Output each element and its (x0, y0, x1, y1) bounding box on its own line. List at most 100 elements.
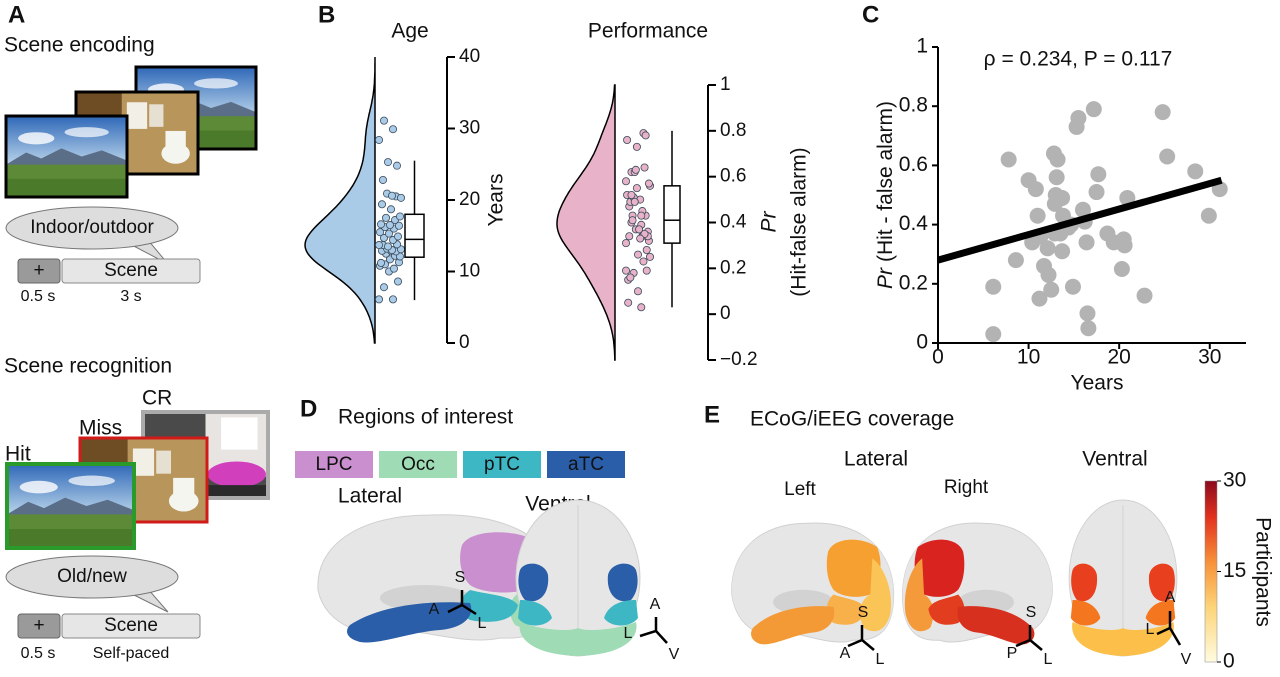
orientation-label: A (429, 601, 440, 618)
data-point (985, 278, 1002, 295)
data-point (1070, 110, 1087, 127)
y-tick-label: 1 (916, 35, 928, 58)
annotation: ρ = 0.234, P = 0.117 (984, 48, 1173, 71)
data-point (1187, 163, 1204, 180)
orientation-label: S (858, 604, 869, 621)
data-point (376, 258, 385, 267)
data-point (1000, 151, 1017, 168)
data-point (636, 234, 645, 243)
y-tick-label: −0.2 (720, 349, 758, 370)
orientation-label: L (478, 615, 487, 632)
data-point (374, 295, 383, 304)
data-point (385, 221, 394, 230)
section-title: Scene encoding (4, 34, 155, 57)
data-point (1113, 261, 1130, 277)
bubble-join (129, 239, 149, 246)
legend-label: Occ (401, 454, 435, 475)
data-point (1154, 104, 1171, 121)
data-point (622, 177, 631, 186)
data-point (379, 283, 388, 292)
data-point (1078, 234, 1095, 251)
data-point (622, 266, 631, 275)
orientation-label: V (1181, 651, 1192, 668)
data-point (1085, 101, 1102, 118)
data-point (396, 193, 405, 202)
data-point (392, 161, 401, 170)
orientation-label: L (1044, 651, 1053, 668)
y-tick-label: 0.6 (720, 166, 746, 187)
data-point (388, 295, 397, 304)
duration: Self-paced (93, 645, 170, 662)
axis-label-part: Pr (874, 267, 897, 289)
data-point (1039, 240, 1056, 257)
y-tick-label: 0.2 (720, 257, 746, 278)
density (304, 57, 376, 344)
orientation-label: L (876, 651, 885, 668)
data-point (626, 273, 635, 282)
data-point (375, 228, 384, 237)
orientation-glyph (847, 625, 875, 651)
orientation-label: S (455, 569, 466, 586)
view-label: Lateral (844, 448, 908, 471)
data-point (985, 326, 1002, 343)
data-point (1040, 266, 1057, 283)
data-point (389, 264, 398, 273)
timeline-scene (61, 258, 201, 284)
box (663, 185, 681, 244)
speech-bubble (5, 555, 179, 599)
data-point (1054, 189, 1071, 206)
timeline-fixation (17, 258, 61, 284)
data-point (1116, 237, 1133, 254)
legend: LPC Occ pTC aTC (295, 451, 625, 478)
data-point (1090, 166, 1107, 183)
data-point (644, 179, 653, 188)
data-point (642, 245, 651, 254)
data-point (379, 233, 388, 242)
colorbar-tick-label: 15 (1223, 559, 1246, 582)
legend-label: pTC (484, 454, 520, 475)
y-tick-label: 0.6 (899, 153, 928, 176)
orientation-label: A (840, 645, 851, 662)
data-point (631, 165, 640, 174)
data-point (1031, 290, 1048, 307)
data-point (635, 225, 644, 234)
orientation-label: V (669, 646, 680, 663)
x-tick-label: 30 (1198, 346, 1221, 369)
y-tick-label: 20 (459, 189, 480, 210)
data-point (1007, 252, 1024, 269)
timeline-label: + (33, 260, 44, 281)
y-tick-label: 10 (459, 261, 480, 282)
timeline-fixation (17, 613, 61, 639)
y-tick-label: 30 (459, 118, 480, 139)
y-tick-label: 0.8 (720, 120, 746, 141)
section-title: Regions of interest (338, 406, 513, 429)
colorbar-tick-label: 30 (1223, 469, 1246, 492)
bubble-join (129, 588, 149, 595)
data-point (1054, 243, 1071, 260)
data-point (634, 287, 643, 296)
data-point (376, 220, 385, 229)
y-tick-label: 0 (459, 332, 470, 353)
data-point (388, 125, 397, 134)
data-point (381, 213, 390, 222)
orientation-label: L (1146, 621, 1155, 638)
photo (7, 464, 134, 548)
data-point (637, 303, 646, 312)
data-point (374, 135, 383, 144)
panel-letter: C (862, 1, 879, 28)
axis-label: Pr (758, 210, 781, 232)
data-point (394, 221, 403, 230)
y-tick-label: 0.4 (899, 212, 929, 235)
photo-frame (5, 462, 136, 550)
prompt: Indoor/outdoor (30, 217, 154, 238)
hemisphere-label: Left (784, 479, 816, 500)
data-point (384, 229, 393, 238)
data-point (624, 298, 633, 307)
data-point (1080, 320, 1097, 337)
legend-swatch (379, 451, 457, 478)
axis-label-part: (Hit - false alarm) (874, 101, 897, 262)
panel-letter: A (8, 1, 25, 28)
data-point (634, 250, 643, 259)
data-point (646, 252, 655, 261)
